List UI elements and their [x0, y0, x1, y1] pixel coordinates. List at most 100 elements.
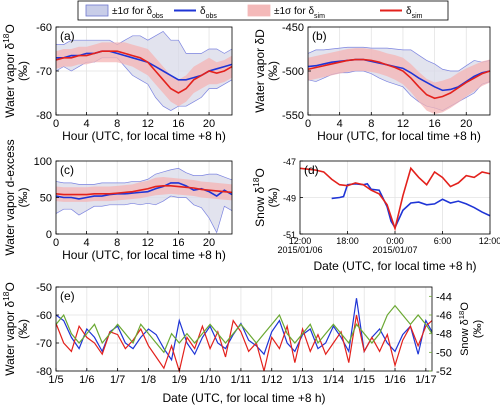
x-tick-label: 8	[114, 118, 120, 130]
panel-tag: (d)	[304, 163, 319, 177]
legend-item: δsim	[380, 6, 423, 20]
x-tick-label: 4	[84, 118, 90, 130]
panel-a: 0 4 8 12 16 20 -80 -70 -60 (a) Water vapor δ18O(‰)…	[1, 22, 233, 143]
x-tick-label: 1/7	[110, 374, 125, 386]
x-tick-label: 1/13	[292, 374, 313, 386]
y2-axis-unit: (‰)	[472, 320, 484, 338]
x-axis-label: Hour (UTC, for local time +8 h)	[62, 248, 226, 262]
x-tick-label: 0:00	[386, 236, 404, 246]
y2-tick-label: -50	[436, 347, 452, 359]
x-tick-label: 12:00	[479, 236, 500, 246]
x-tick-label: 1/12	[261, 374, 282, 386]
series-line	[55, 314, 433, 374]
x-tick-label: 0	[53, 118, 59, 130]
y-axis-label: Water vapor δ18O	[1, 282, 17, 376]
obs-band-edge	[55, 167, 233, 185]
y2-tick-label: -44	[436, 291, 452, 303]
legend-label: δobs	[200, 6, 217, 20]
y2-tick-label: -52	[436, 366, 452, 378]
x-tick-label: 0	[305, 118, 311, 130]
sim-band	[308, 48, 490, 115]
panel-tag: (c)	[60, 163, 74, 177]
axes-frame	[55, 286, 433, 372]
y-tick-label: -80	[36, 110, 52, 122]
legend: ±1σ for δobs δobs ±1σ for δsim δsim	[77, 0, 449, 21]
y-tick-label: -49	[283, 194, 296, 204]
y-axis-label: Water vapor d-excess	[3, 139, 17, 255]
legend-item: δobs	[174, 6, 217, 20]
x-tick-label: 1/9	[172, 374, 187, 386]
y-tick-label: 50	[40, 193, 52, 205]
y-tick-label: -80	[36, 366, 52, 378]
y2-tick-label: -46	[436, 310, 452, 322]
x-tick-label: 20	[203, 237, 215, 249]
y-tick-label: -550	[282, 110, 304, 122]
series-line	[55, 185, 233, 196]
x-tick-label: 1/11	[231, 374, 252, 386]
y-tick-label: 100	[34, 156, 52, 168]
y2-axis-label: Snow δ18O	[457, 302, 472, 356]
x-tick-label: 20	[203, 118, 215, 130]
panel-c: 0 4 8 12 16 20 0 50 100 (c) Water vapor d-excess (‰…	[3, 139, 233, 262]
y-tick-label: -70	[36, 338, 52, 350]
legend-item: ±1σ for δsim	[247, 4, 325, 20]
y-axis-label: Water vapor δ18O	[1, 24, 17, 118]
y2-tick-label: -48	[436, 329, 452, 341]
x-axis-label: Date (UTC, for local time +8 h)	[162, 391, 325, 405]
x-tick-label: 1/15	[353, 374, 374, 386]
series-line	[307, 58, 491, 100]
y-tick-label: -500	[282, 66, 304, 78]
x-tick-label: 1/14	[323, 374, 344, 386]
y-tick-label: -47	[283, 157, 296, 167]
panel-b: 0 4 8 12 16 20 -550 -500 -450 (b) Water vapor δD (‰…	[253, 22, 491, 143]
y-axis-unit: (‰)	[266, 188, 280, 208]
legend-label: δsim	[406, 6, 423, 20]
x-tick-label: 16	[172, 237, 184, 249]
series-line	[55, 304, 433, 354]
sim-band	[56, 42, 232, 107]
x-tick-label: 6:00	[434, 236, 452, 246]
y-axis-unit: (‰)	[16, 319, 30, 339]
x-axis-label: Hour (UTC, for local time +8 h)	[317, 129, 481, 143]
legend-label: ±1σ for δsim	[274, 6, 325, 20]
legend-swatch	[85, 4, 109, 17]
obs-band-edge	[55, 195, 233, 234]
x-tick-label: 8	[368, 118, 374, 130]
legend-swatch	[247, 4, 271, 17]
panel-e: 1/5 1/6 1/7 1/8 1/9 1/10 1/11 1/12 1/13 1/14 1/15 1…	[1, 282, 484, 405]
y-axis-label: Water vapor δD	[253, 29, 267, 113]
legend-item: ±1σ for δobs	[85, 4, 164, 20]
y-tick-label: -60	[36, 22, 52, 34]
x-tick-label: 1/17	[415, 374, 436, 386]
x-tick-label: 16	[428, 118, 440, 130]
x-axis-label: Hour (UTC, for local time +8 h)	[62, 129, 226, 143]
y-tick-label: -51	[283, 230, 296, 240]
y-tick-label: -70	[36, 66, 52, 78]
x-tick-label-date: 2015/01/06	[277, 245, 322, 255]
y-tick-label: -60	[36, 310, 52, 322]
x-tick-label: 8	[114, 237, 120, 249]
panel-tag: (e)	[60, 289, 75, 303]
panel-tag: (b)	[312, 29, 327, 43]
x-tick-label: 12	[397, 118, 409, 130]
y-axis-unit: (‰)	[16, 61, 30, 81]
series-line	[55, 50, 233, 94]
plots: 0 4 8 12 16 20-80-70-60(a)Water vapor δ18O(‰)…	[1, 22, 500, 405]
x-tick-label: 0	[53, 237, 59, 249]
x-tick-label-date: 2015/01/07	[372, 245, 417, 255]
panel-tag: (a)	[60, 29, 75, 43]
x-tick-label: 16	[172, 118, 184, 130]
x-tick-label: 12:00	[289, 236, 312, 246]
y-axis-label: Snow δ18O	[251, 168, 267, 227]
x-tick-label: 4	[337, 118, 343, 130]
x-tick-label: 1/8	[141, 374, 156, 386]
x-tick-label: 1/6	[79, 374, 94, 386]
series-line	[299, 166, 491, 232]
y-tick-label: -50	[36, 282, 52, 294]
y-tick-label: -450	[282, 22, 304, 34]
y-axis-unit: (‰)	[16, 188, 30, 208]
x-tick-label: 20	[460, 118, 472, 130]
y-tick-label: 0	[46, 229, 52, 241]
